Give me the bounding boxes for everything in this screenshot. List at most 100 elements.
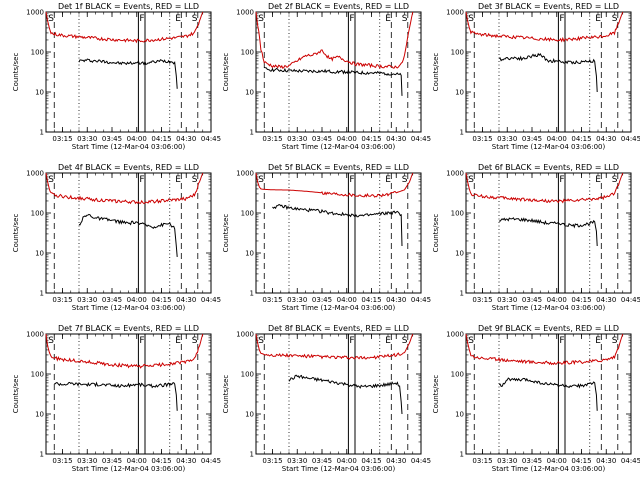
x-tick-label: 04:15 (151, 457, 171, 465)
y-tick-label: 1 (40, 451, 44, 459)
y-axis-label: Counts/sec (222, 214, 230, 253)
x-tick-label: 04:15 (361, 135, 381, 143)
y-tick-label: 1 (40, 290, 44, 298)
lld-series-line (45, 11, 204, 44)
x-tick-label: 03:45 (102, 135, 122, 143)
marker-label-s: S (258, 336, 264, 346)
x-axis-label: Start Time (12-Mar-04 03:06:00) (282, 465, 396, 473)
y-tick-label: 10 (455, 89, 464, 97)
x-tick-label: 04:30 (596, 296, 616, 304)
x-axis-label: Start Time (12-Mar-04 03:06:00) (492, 143, 606, 151)
marker-label-s: S (402, 336, 408, 346)
x-tick-label: 03:45 (102, 296, 122, 304)
plot-frame (465, 333, 632, 455)
x-tick-label: 03:30 (497, 296, 517, 304)
y-tick-label: 100 (31, 49, 44, 57)
x-axis-label: Start Time (12-Mar-04 03:06:00) (492, 465, 606, 473)
x-axis-label: Start Time (12-Mar-04 03:06:00) (492, 304, 606, 312)
events-series-line (78, 213, 178, 257)
y-axis-label: Counts/sec (432, 214, 440, 253)
marker-label-s: S (192, 336, 198, 346)
x-tick-label: 04:15 (571, 135, 591, 143)
x-axis-label: Start Time (12-Mar-04 03:06:00) (72, 143, 186, 151)
y-tick-label: 1000 (26, 331, 44, 339)
marker-label-e: E (175, 175, 181, 185)
y-tick-label: 1000 (446, 9, 464, 17)
marker-label-s: S (468, 336, 474, 346)
marker-label-s: S (612, 336, 618, 346)
marker-label-e: E (385, 336, 391, 346)
x-tick-label: 03:45 (312, 296, 332, 304)
y-tick-label: 1 (460, 290, 464, 298)
x-axis-label: Start Time (12-Mar-04 03:06:00) (282, 304, 396, 312)
panel-title: Det 7f BLACK = Events, RED = LLD (58, 324, 199, 333)
y-axis-label: Counts/sec (12, 375, 20, 414)
x-tick-label: 04:15 (361, 457, 381, 465)
panel-title: Det 5f BLACK = Events, RED = LLD (268, 163, 409, 172)
y-tick-label: 100 (241, 210, 254, 218)
events-series-line (272, 204, 403, 247)
lld-series-line (255, 172, 414, 198)
marker-label-s: S (48, 336, 54, 346)
panel-title: Det 9f BLACK = Events, RED = LLD (478, 324, 619, 333)
lld-series-line (255, 333, 414, 360)
events-series-line (54, 381, 178, 411)
y-tick-label: 100 (31, 210, 44, 218)
marker-label-f: F (139, 336, 144, 346)
x-tick-label: 03:15 (472, 457, 492, 465)
y-tick-label: 1000 (26, 9, 44, 17)
x-tick-label: 03:15 (52, 296, 72, 304)
y-tick-label: 1000 (446, 170, 464, 178)
marker-label-s: S (468, 175, 474, 185)
x-tick-label: 04:15 (361, 296, 381, 304)
x-tick-label: 03:30 (497, 457, 517, 465)
events-series-line (264, 66, 403, 96)
panel-title: Det 4f BLACK = Events, RED = LLD (58, 163, 199, 172)
marker-label-s: S (258, 14, 264, 24)
x-tick-label: 03:15 (472, 296, 492, 304)
x-tick-label: 03:45 (102, 457, 122, 465)
x-tick-label: 03:15 (262, 135, 282, 143)
y-tick-label: 10 (245, 411, 254, 419)
x-tick-label: 03:30 (77, 457, 97, 465)
x-tick-label: 03:45 (522, 135, 542, 143)
x-tick-label: 03:45 (522, 457, 542, 465)
x-tick-label: 04:00 (337, 296, 357, 304)
y-tick-label: 10 (455, 411, 464, 419)
x-tick-label: 03:30 (287, 135, 307, 143)
x-tick-label: 03:15 (472, 135, 492, 143)
y-tick-label: 1 (250, 290, 254, 298)
marker-label-s: S (258, 175, 264, 185)
x-tick-label: 04:30 (176, 296, 196, 304)
plot-frame (465, 172, 632, 294)
plot-frame (45, 11, 212, 133)
x-tick-label: 04:30 (596, 457, 616, 465)
marker-label-f: F (349, 175, 354, 185)
x-tick-label: 04:00 (337, 457, 357, 465)
lld-series-line (465, 172, 624, 204)
marker-label-f: F (139, 14, 144, 24)
lld-series-line (465, 11, 624, 43)
x-tick-label: 04:00 (127, 457, 147, 465)
x-tick-label: 04:15 (571, 296, 591, 304)
x-axis-label: Start Time (12-Mar-04 03:06:00) (72, 465, 186, 473)
x-tick-label: 04:00 (547, 296, 567, 304)
marker-label-s: S (48, 14, 54, 24)
panel-title: Det 6f BLACK = Events, RED = LLD (478, 163, 619, 172)
y-tick-label: 100 (241, 371, 254, 379)
x-tick-label: 04:30 (176, 457, 196, 465)
events-series-line (498, 377, 598, 411)
x-tick-label: 04:30 (596, 135, 616, 143)
x-tick-label: 04:30 (176, 135, 196, 143)
marker-label-f: F (139, 175, 144, 185)
plot-frame (465, 11, 632, 133)
marker-label-f: F (559, 14, 564, 24)
y-tick-label: 1000 (236, 9, 254, 17)
x-tick-label: 03:30 (287, 457, 307, 465)
y-axis-label: Counts/sec (12, 53, 20, 92)
y-tick-label: 10 (35, 250, 44, 258)
y-tick-label: 1000 (236, 170, 254, 178)
y-tick-label: 1 (460, 129, 464, 137)
plot-frame (255, 172, 422, 294)
y-tick-label: 1 (250, 451, 254, 459)
